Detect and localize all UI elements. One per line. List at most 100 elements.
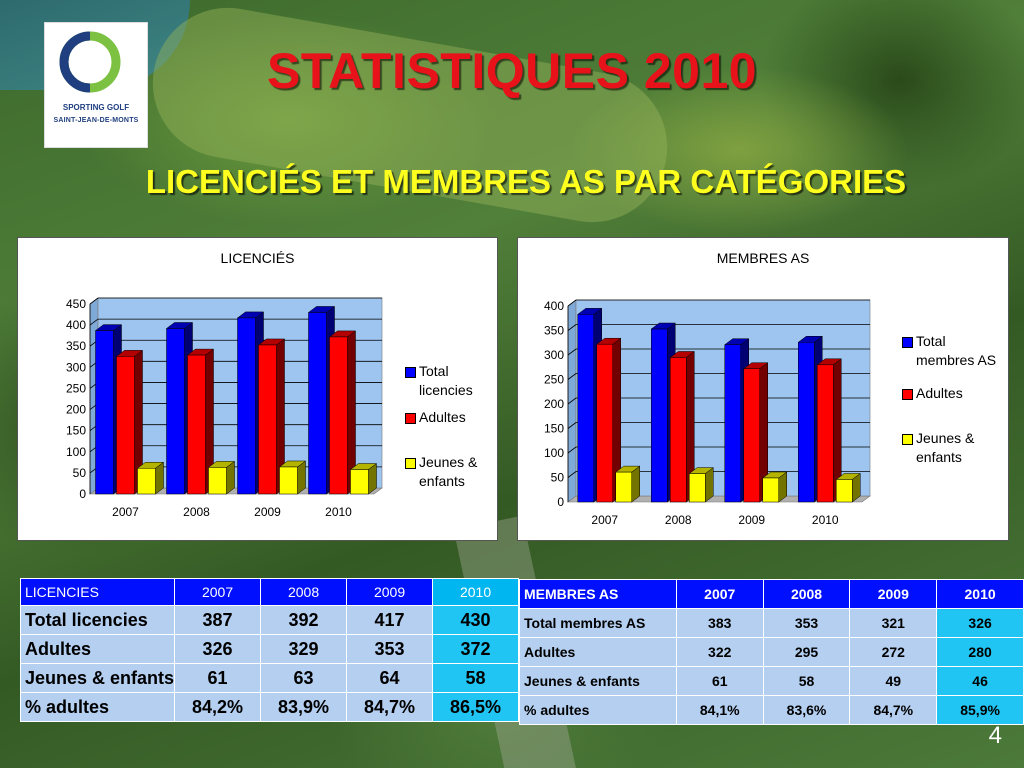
- table-cell: 83,9%: [260, 692, 348, 722]
- table-cell: 326: [174, 634, 262, 664]
- table-licences: LICENCIES 2007 2008 2009 2010 Total lice…: [19, 578, 520, 722]
- table-cell: 321: [849, 608, 938, 638]
- chart-membres-as: MEMBRES AS 0 50 100 150 200 250 300 350 400 2007 2…: [517, 237, 1009, 541]
- table-row: % adultes 84,2% 83,9% 84,7% 86,5%: [19, 692, 520, 722]
- table-row: % adultes 84,1% 83,6% 84,7% 85,9%: [519, 695, 1024, 725]
- table-cell: 392: [260, 605, 348, 635]
- bar-jeunes-enfants-2010: [349, 463, 378, 495]
- table-cell: 84,7%: [346, 692, 434, 722]
- table-cell: 63: [260, 663, 348, 693]
- row-label: Jeunes & enfants: [19, 663, 176, 693]
- bar-jeunes-enfants-2009: [762, 471, 788, 503]
- y-tick-label: 200: [544, 397, 564, 411]
- table-cell: 353: [346, 634, 434, 664]
- chart-legend: Total licencies Adultes Jeunes & enfants: [405, 362, 493, 499]
- header-cell: 2008: [762, 579, 851, 609]
- table-cell: 372: [432, 634, 520, 664]
- chart-legend: Total membres AS Adultes Jeunes & enfant…: [902, 332, 1006, 475]
- bar-jeunes-enfants-2007: [615, 465, 641, 503]
- legend-label: Adultes: [916, 385, 963, 401]
- y-tick-label: 300: [544, 348, 564, 362]
- x-tick-label: 2009: [738, 513, 765, 527]
- slide-title: STATISTIQUES 2010: [266, 43, 758, 99]
- table-cell: 295: [762, 637, 851, 667]
- header-cell: MEMBRES AS: [519, 579, 677, 609]
- gridline: [567, 471, 577, 478]
- legend-item-adultes: Adultes: [405, 408, 493, 427]
- gridline: [567, 446, 577, 454]
- x-tick-label: 2009: [254, 505, 281, 519]
- bar-adultes-2009: [743, 362, 769, 503]
- y-tick-label: 350: [544, 324, 564, 338]
- row-label: Adultes: [19, 634, 176, 664]
- legend-label: Adultes: [419, 409, 466, 425]
- bar-adultes-2007: [115, 349, 144, 495]
- y-tick-label: 450: [66, 297, 86, 311]
- logo-name: SPORTING GOLF: [62, 103, 130, 112]
- ring-logo-icon: [59, 31, 121, 93]
- table-cell: 387: [174, 605, 262, 635]
- y-tick-label: 0: [79, 487, 86, 501]
- x-tick-label: 2008: [183, 505, 210, 519]
- gridline: [567, 397, 577, 405]
- page-number: 4: [988, 722, 1002, 749]
- y-tick-label: 350: [66, 339, 86, 353]
- chart-membres-plot: 0 50 100 150 200 250 300 350 400 2007 2008 2009 2010: [544, 299, 871, 527]
- chart-licencies-plot: 0 50 100 150 200 250 300 350 400 450 2007 2008 2009 2…: [66, 297, 383, 519]
- header-cell: 2007: [675, 579, 764, 609]
- gridline: [567, 373, 577, 380]
- y-tick-label: 300: [66, 360, 86, 374]
- table-row: Adultes 322 295 272 280: [519, 637, 1024, 667]
- table-row: Jeunes & enfants 61 63 64 58: [19, 663, 520, 693]
- bar-adultes-2010: [816, 358, 842, 503]
- chart-title: LICENCIÉS: [220, 250, 295, 266]
- y-tick-label: 100: [544, 446, 564, 460]
- gridline: [89, 318, 99, 326]
- table-cell: 83,6%: [762, 695, 851, 725]
- gridline: [567, 299, 577, 307]
- legend-label: Total licencies: [419, 363, 473, 398]
- y-tick-label: 200: [66, 403, 86, 417]
- bar-adultes-2008: [186, 348, 215, 495]
- table-cell: 58: [432, 663, 520, 693]
- chart-licencies: LICENCIÉS 0 50 100 150 200 250 300 350 400 450 200…: [17, 237, 498, 541]
- gridline: [567, 324, 577, 331]
- y-tick-label: 100: [66, 445, 86, 459]
- y-tick-label: 400: [66, 318, 86, 332]
- table-row: Total membres AS 383 353 321 326: [519, 608, 1024, 638]
- bar-jeunes-enfants-2009: [278, 460, 307, 495]
- y-tick-label: 250: [66, 381, 86, 395]
- table-cell: 322: [675, 637, 764, 667]
- legend-item-total: Total membres AS: [902, 332, 1006, 370]
- table-cell: 383: [675, 608, 764, 638]
- slide-subtitle: LICENCIÉS ET MEMBRES AS PAR CATÉGORIES: [145, 163, 907, 200]
- row-label: % adultes: [519, 695, 677, 725]
- header-cell: LICENCIES: [19, 578, 176, 606]
- x-tick-label: 2008: [665, 513, 692, 527]
- table-cell: 84,1%: [675, 695, 764, 725]
- table-cell: 272: [849, 637, 938, 667]
- row-label: Total licencies: [19, 605, 176, 635]
- table-cell: 49: [849, 666, 938, 696]
- table-membres-as: MEMBRES AS 2007 2008 2009 2010 Total mem…: [519, 579, 1024, 725]
- table-header-row: MEMBRES AS 2007 2008 2009 2010: [519, 579, 1024, 609]
- legend-item-total: Total licencies: [405, 362, 493, 400]
- gridline: [89, 297, 99, 305]
- legend-item-jeunes: Jeunes & enfants: [902, 429, 1006, 467]
- chart-title: MEMBRES AS: [716, 250, 810, 266]
- y-tick-label: 0: [557, 495, 564, 509]
- table-row: Total licencies 387 392 417 430: [19, 605, 520, 635]
- bar-jeunes-enfants-2010: [835, 472, 861, 503]
- legend-label: Total membres AS: [916, 333, 997, 368]
- bar-adultes-2010: [328, 330, 357, 495]
- y-tick-label: 50: [73, 466, 87, 480]
- legend-label: Jeunes & enfants: [916, 430, 975, 465]
- table-cell: 64: [346, 663, 434, 693]
- bar-adultes-2008: [669, 350, 695, 503]
- x-tick-label: 2007: [591, 513, 618, 527]
- x-tick-label: 2010: [325, 505, 352, 519]
- table-row: Adultes 326 329 353 372: [19, 634, 520, 664]
- table-cell: 61: [174, 663, 262, 693]
- table-header-row: LICENCIES 2007 2008 2009 2010: [19, 578, 520, 606]
- y-tick-label: 50: [551, 471, 565, 485]
